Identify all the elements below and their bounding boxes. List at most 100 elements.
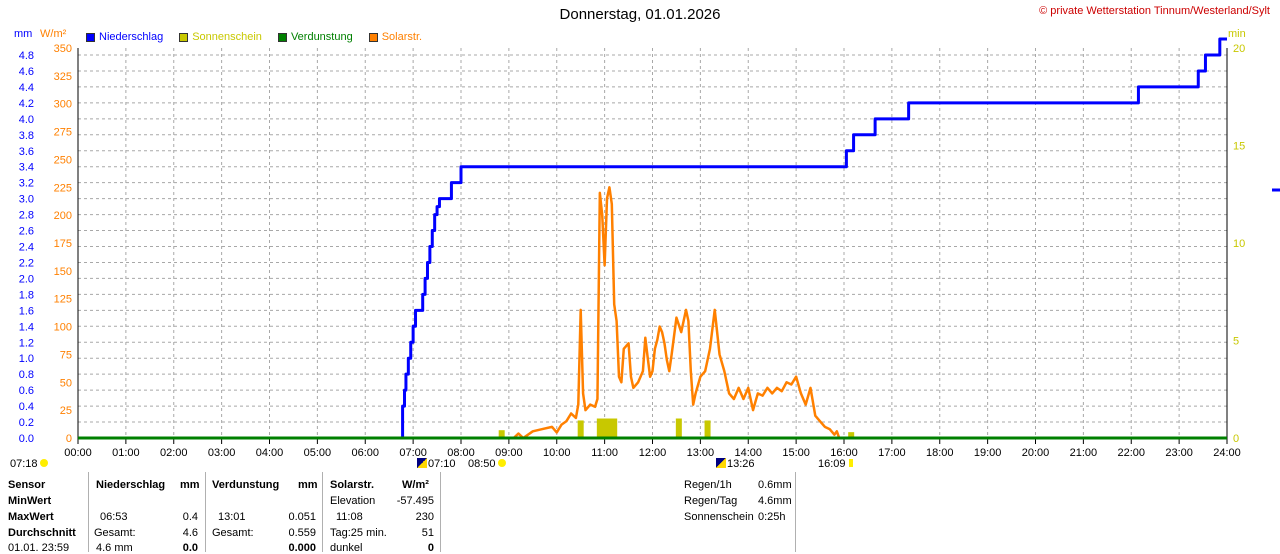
y-tick-mm: 3.4 [19,162,34,174]
x-tick-label: 09:00 [495,447,523,459]
bar-sonnenschein [704,420,711,438]
bar-sonnenschein [498,430,505,438]
y-tick-min: 15 [1233,141,1245,153]
x-tick-label: 10:00 [543,447,571,459]
noon-icon [716,458,726,468]
y-tick-wm2: 200 [54,210,72,222]
bar-sonnenschein [601,418,608,438]
y-tick-wm2: 125 [54,294,72,306]
y-tick-mm: 2.0 [19,273,34,285]
solar-unit: W/m² [402,479,429,491]
x-tick-label: 20:00 [1022,447,1050,459]
x-tick-label: 00:00 [64,447,92,459]
bar-sonnenschein [611,418,618,438]
row-label-sensor: Sensor [8,479,46,491]
x-tick-label: 11:00 [591,447,618,459]
y-tick-mm: 4.4 [19,82,34,94]
y-tick-mm: 2.4 [19,242,34,254]
x-tick-label: 04:00 [256,447,284,459]
solar-dunkel-label: dunkel [330,542,363,554]
bar-sonnenschein [577,420,584,438]
marker-sun-start: 08:50 [468,458,496,470]
y-tick-wm2: 225 [54,182,72,194]
y-tick-wm2: 0 [66,433,72,445]
x-tick-label: 01:00 [112,447,140,459]
bar-sonnenschein [675,418,682,438]
line-solarstr- [499,186,844,440]
y-tick-mm: 2.2 [19,257,34,269]
y-tick-mm: 3.2 [19,178,34,190]
verdunstung-current: 0.000 [288,542,316,554]
summary-sonne-value: 0:25h [758,511,786,523]
verdunstung-max-value: 0.051 [288,511,316,523]
marker-noon: 13:26 [727,458,755,470]
x-tick-label: 23:00 [1165,447,1193,459]
row-label-last: 01.01. 23:59 [8,542,70,554]
x-tick-label: 13:00 [687,447,715,459]
y-tick-mm: 4.0 [19,114,34,126]
niederschlag-unit: mm [180,479,200,491]
unit-mm-label: mm [14,28,33,40]
y-tick-mm: 0.8 [19,369,34,381]
y-tick-wm2: 25 [60,405,72,417]
marker-solar-start: 07:10 [428,458,456,470]
legend-swatch-sonnenschein [179,32,189,42]
legend-label-verdunstung: Verdunstung [290,31,353,43]
table-divider [205,472,206,552]
summary-sonne-label: Sonnenschein [684,511,754,523]
row-label-durchschnitt: Durchschnitt [8,527,76,539]
verdunstung-header: Verdunstung [212,479,280,491]
niederschlag-header: Niederschlag [96,479,166,491]
y-tick-mm: 1.6 [19,305,34,317]
row-label-maxwert: MaxWert [8,511,54,523]
table-divider [795,472,796,552]
x-tick-label: 17:00 [878,447,906,459]
legend-label-solarstr: Solarstr. [381,31,423,43]
legend-item-sonnenschein: Sonnenschein [179,31,262,43]
y-tick-wm2: 50 [60,377,72,389]
x-tick-label: 06:00 [351,447,379,459]
legend-swatch-niederschlag [86,32,95,42]
summary-regentag-value: 4.6mm [758,495,792,507]
summary-regen1h-label: Regen/1h [684,479,732,491]
solar-max-value: 230 [415,511,434,523]
x-tick-label: 02:00 [160,447,188,459]
solar-tag-label: Tag:25 min. [330,527,387,539]
verdunstung-unit: mm [298,479,318,491]
y-tick-mm: 2.6 [19,226,34,238]
x-tick-label: 18:00 [926,447,954,459]
y-tick-wm2: 275 [54,127,72,139]
legend-item-niederschlag: Niederschlag [86,31,163,43]
sun-start-icon [498,459,506,467]
y-tick-mm: 0.2 [19,417,34,429]
bar-sonnenschein [596,418,603,438]
niederschlag-max-time: 06:53 [100,511,128,523]
niederschlag-max-value: 0.4 [182,511,198,523]
y-tick-wm2: 175 [54,238,72,250]
legend: Niederschlag Sonnenschein Verdunstung So… [86,31,422,43]
row-label-minwert: MinWert [8,495,52,507]
solar-tag-value: 51 [421,527,434,539]
y-tick-mm: 0.0 [19,433,34,445]
niederschlag-gesamt-label: Gesamt: [94,527,136,539]
solar-elevation-label: Elevation [330,495,376,507]
y-tick-mm: 0.6 [19,385,34,397]
y-tick-wm2: 350 [54,43,72,55]
solar-elevation-value: -57.495 [396,495,434,507]
table-divider [88,472,89,552]
y-tick-min: 0 [1233,433,1239,445]
y-tick-min: 20 [1233,43,1245,55]
y-tick-mm: 1.2 [19,337,34,349]
solar-max-time: 11:08 [336,511,363,523]
summary-regentag-label: Regen/Tag [684,495,738,507]
summary-regen1h-value: 0.6mm [758,479,792,491]
y-tick-mm: 1.0 [19,353,34,365]
niederschlag-current: 0.0 [182,542,198,554]
x-tick-label: 07:00 [399,447,427,459]
y-tick-mm: 4.6 [19,66,34,78]
unit-wm2-label: W/m² [40,28,67,40]
y-tick-mm: 0.4 [19,401,34,413]
y-tick-wm2: 300 [54,99,72,111]
y-tick-mm: 1.8 [19,289,34,301]
y-tick-wm2: 100 [54,322,72,334]
